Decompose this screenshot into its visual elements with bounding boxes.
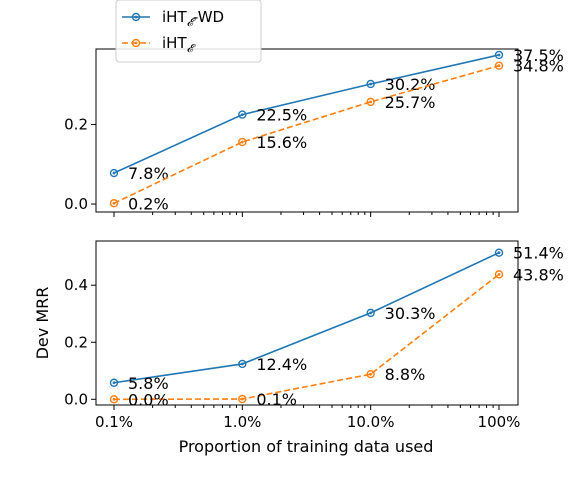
data-point	[494, 248, 504, 257]
y-tick-label: 0.2	[64, 116, 88, 134]
legend-label: iHT𝓔	[162, 34, 197, 55]
data-point-center	[240, 362, 244, 366]
series-line-1	[113, 54, 500, 174]
data-point	[238, 394, 247, 404]
data-label: 12.4%	[256, 355, 307, 374]
legend-label: iHT𝓔-WD	[162, 8, 224, 29]
data-point-center	[112, 381, 116, 385]
y-tick-label: 0.0	[64, 195, 88, 213]
plot-frame	[95, 48, 519, 213]
data-label: 0.2%	[128, 194, 169, 213]
data-label: 22.5%	[256, 106, 307, 125]
data-point-center	[112, 397, 116, 401]
data-label: 30.2%	[385, 75, 436, 94]
x-tick-label: 0.1%	[95, 413, 133, 431]
data-label: 25.7%	[385, 93, 436, 112]
series-line-2	[113, 273, 500, 401]
data-point	[238, 137, 247, 147]
data-point	[238, 110, 247, 119]
series-line-2	[113, 64, 500, 204]
data-label: 5.8%	[128, 374, 169, 393]
data-point	[109, 199, 119, 208]
x-axis-label: Proportion of training data used	[179, 437, 434, 456]
x-tick-label: 100%	[478, 413, 521, 431]
x-tick-label: 1.0%	[223, 413, 261, 431]
data-label: 15.6%	[256, 133, 307, 152]
data-point-center	[369, 372, 373, 376]
top-panel: 0.0 0.2 7.8% 22.5% 30.2% 37.5% 0.2% 15.6% 25.7% 3…	[64, 46, 564, 217]
data-label: 43.8%	[513, 265, 564, 284]
data-point-center	[240, 113, 244, 116]
y-tick-label: 0.2	[64, 333, 88, 351]
data-label: 8.8%	[385, 365, 426, 384]
data-point-center	[369, 100, 373, 104]
y-tick-label: 0.4	[64, 276, 88, 294]
legend-marker-center	[134, 15, 138, 19]
data-point	[238, 359, 247, 369]
legend: iHT𝓔-WD iHT𝓔	[115, 0, 262, 63]
data-label: 30.3%	[385, 304, 436, 323]
data-point-center	[112, 201, 116, 205]
data-point-center	[497, 251, 501, 255]
data-label: 0.0%	[128, 390, 169, 409]
data-label: 51.4%	[513, 244, 564, 263]
data-point	[366, 97, 375, 107]
legend-marker-center	[134, 41, 138, 45]
data-point-center	[369, 82, 373, 86]
data-point-center	[497, 272, 501, 276]
data-point	[109, 168, 119, 178]
data-point	[109, 395, 119, 404]
data-label: 37.5%	[513, 46, 564, 65]
data-point	[366, 369, 375, 379]
x-tick-label: 10.0%	[347, 413, 395, 431]
data-label: 7.8%	[128, 164, 169, 183]
y-axis-label: Dev MRR	[33, 287, 52, 360]
legend-marker	[131, 12, 141, 22]
data-point	[366, 79, 375, 89]
data-point	[109, 378, 119, 387]
data-point	[494, 270, 504, 279]
bottom-panel: 0.0 0.2 0.4 0.1% 1.0% 10.0% 100% Dev MRR 5.8% 12.…	[33, 240, 564, 431]
legend-box	[115, 0, 262, 63]
data-label: 0.1%	[256, 390, 297, 409]
data-point-center	[369, 311, 373, 315]
data-point	[366, 308, 375, 318]
data-point-center	[112, 171, 116, 175]
data-point	[494, 61, 504, 70]
data-point-center	[497, 53, 501, 57]
series-line-1	[113, 251, 500, 384]
data-point-center	[240, 397, 244, 401]
data-point-center	[497, 64, 501, 68]
data-label: 34.8%	[513, 57, 564, 76]
plot-frame	[95, 240, 519, 406]
y-tick-label: 0.0	[64, 390, 88, 408]
data-point-center	[240, 140, 244, 144]
data-point	[494, 50, 504, 60]
legend-marker	[131, 38, 141, 48]
